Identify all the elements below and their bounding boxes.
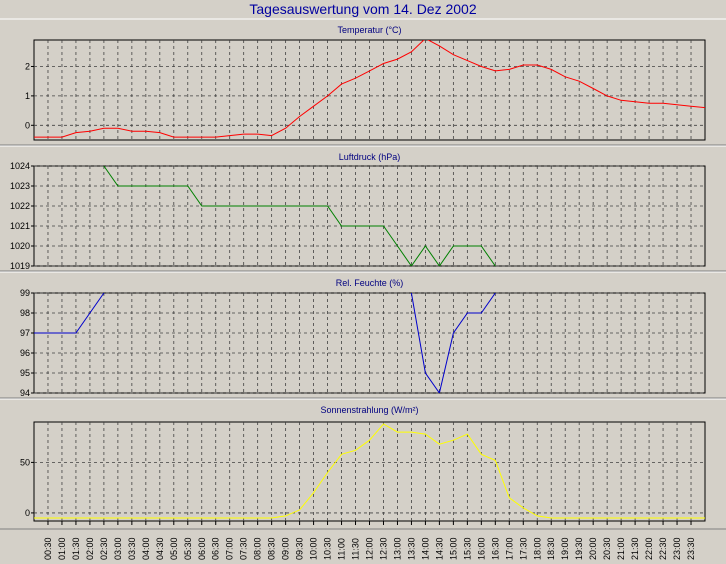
- y-tick-label: 99: [20, 288, 30, 298]
- chart-title-2: Rel. Feuchte (%): [336, 278, 404, 288]
- x-tick-label: 13:30: [406, 537, 416, 560]
- x-tick-label: 21:30: [630, 537, 640, 560]
- x-tick-label: 14:00: [420, 537, 430, 560]
- x-tick-label: 23:30: [686, 537, 696, 560]
- chart-panel-1: Luftdruck (hPa) 1019 1020 1021 1022 1023 1024: [0, 145, 726, 272]
- chart-panel-0: Temperatur (°C) 0 1 2: [0, 18, 726, 146]
- x-axis: 00:30 01:00 01:30 02:00 02:30 03:00 03:30 04:00…: [43, 521, 696, 560]
- x-tick-label: 10:00: [309, 537, 319, 560]
- chart-title-0: Temperatur (°C): [337, 25, 401, 35]
- x-tick-label: 08:30: [267, 537, 277, 560]
- x-tick-label: 16:00: [476, 537, 486, 560]
- y-tick-label: 2: [25, 61, 30, 71]
- x-tick-label: 08:00: [253, 537, 263, 560]
- y-tick-label: 1: [25, 91, 30, 101]
- x-tick-label: 21:00: [616, 537, 626, 560]
- y-tick-label: 50: [20, 457, 30, 467]
- x-tick-label: 14:30: [434, 537, 444, 560]
- x-tick-label: 06:00: [197, 537, 207, 560]
- x-tick-label: 23:00: [672, 537, 682, 560]
- y-tick-label: 1022: [10, 201, 30, 211]
- x-tick-label: 12:30: [378, 537, 388, 560]
- y-tick-label: 95: [20, 368, 30, 378]
- x-tick-label: 22:00: [644, 537, 654, 560]
- x-tick-label: 07:00: [225, 537, 235, 560]
- x-tick-label: 05:30: [183, 537, 193, 560]
- chart-panel-2: Rel. Feuchte (%) 94 95 96 97 98 99: [0, 271, 726, 399]
- x-tick-label: 19:30: [574, 537, 584, 560]
- x-tick-label: 04:00: [141, 537, 151, 560]
- x-tick-label: 15:00: [448, 537, 458, 560]
- y-tick-label: 1021: [10, 221, 30, 231]
- y-tick-label: 1020: [10, 241, 30, 251]
- y-tick-label: 0: [25, 508, 30, 518]
- x-tick-label: 03:00: [113, 537, 123, 560]
- chart-panel-3: Sonnenstrahlung (W/m²) 0 50: [0, 398, 726, 530]
- x-tick-label: 10:30: [323, 537, 333, 560]
- x-tick-label: 04:30: [155, 537, 165, 560]
- x-tick-label: 09:00: [281, 537, 291, 560]
- x-tick-label: 20:00: [588, 537, 598, 560]
- x-tick-label: 18:00: [532, 537, 542, 560]
- x-tick-label: 16:30: [490, 537, 500, 560]
- x-tick-label: 01:00: [57, 537, 67, 560]
- x-tick-label: 18:30: [546, 537, 556, 560]
- y-tick-label: 1024: [10, 161, 30, 171]
- x-tick-label: 15:30: [462, 537, 472, 560]
- y-tick-label: 98: [20, 308, 30, 318]
- y-tick-label: 1023: [10, 181, 30, 191]
- x-tick-label: 17:30: [518, 537, 528, 560]
- y-tick-label: 0: [25, 120, 30, 130]
- y-tick-label: 1019: [10, 261, 30, 271]
- page-title: Tagesauswertung vom 14. Dez 2002: [249, 1, 477, 17]
- x-tick-label: 11:30: [351, 538, 361, 560]
- x-tick-label: 19:00: [560, 537, 570, 560]
- x-tick-label: 02:30: [99, 537, 109, 560]
- y-tick-label: 94: [20, 388, 30, 398]
- x-tick-label: 20:30: [602, 537, 612, 560]
- x-tick-label: 12:00: [365, 537, 375, 560]
- y-tick-label: 96: [20, 348, 30, 358]
- x-tick-label: 06:30: [211, 537, 221, 560]
- x-tick-label: 13:00: [392, 537, 402, 560]
- x-tick-label: 17:00: [504, 537, 514, 560]
- chart-title-3: Sonnenstrahlung (W/m²): [320, 405, 418, 415]
- x-tick-label: 03:30: [127, 537, 137, 560]
- x-tick-label: 22:30: [658, 537, 668, 560]
- x-tick-label: 05:00: [169, 537, 179, 560]
- x-tick-label: 01:30: [71, 537, 81, 560]
- x-tick-label: 02:00: [85, 537, 95, 560]
- x-tick-label: 00:30: [43, 537, 53, 560]
- x-tick-label: 09:30: [295, 537, 305, 560]
- x-tick-label: 11:00: [337, 538, 347, 560]
- chart-title-1: Luftdruck (hPa): [339, 152, 401, 162]
- x-tick-label: 07:30: [239, 537, 249, 560]
- y-tick-label: 97: [20, 328, 30, 338]
